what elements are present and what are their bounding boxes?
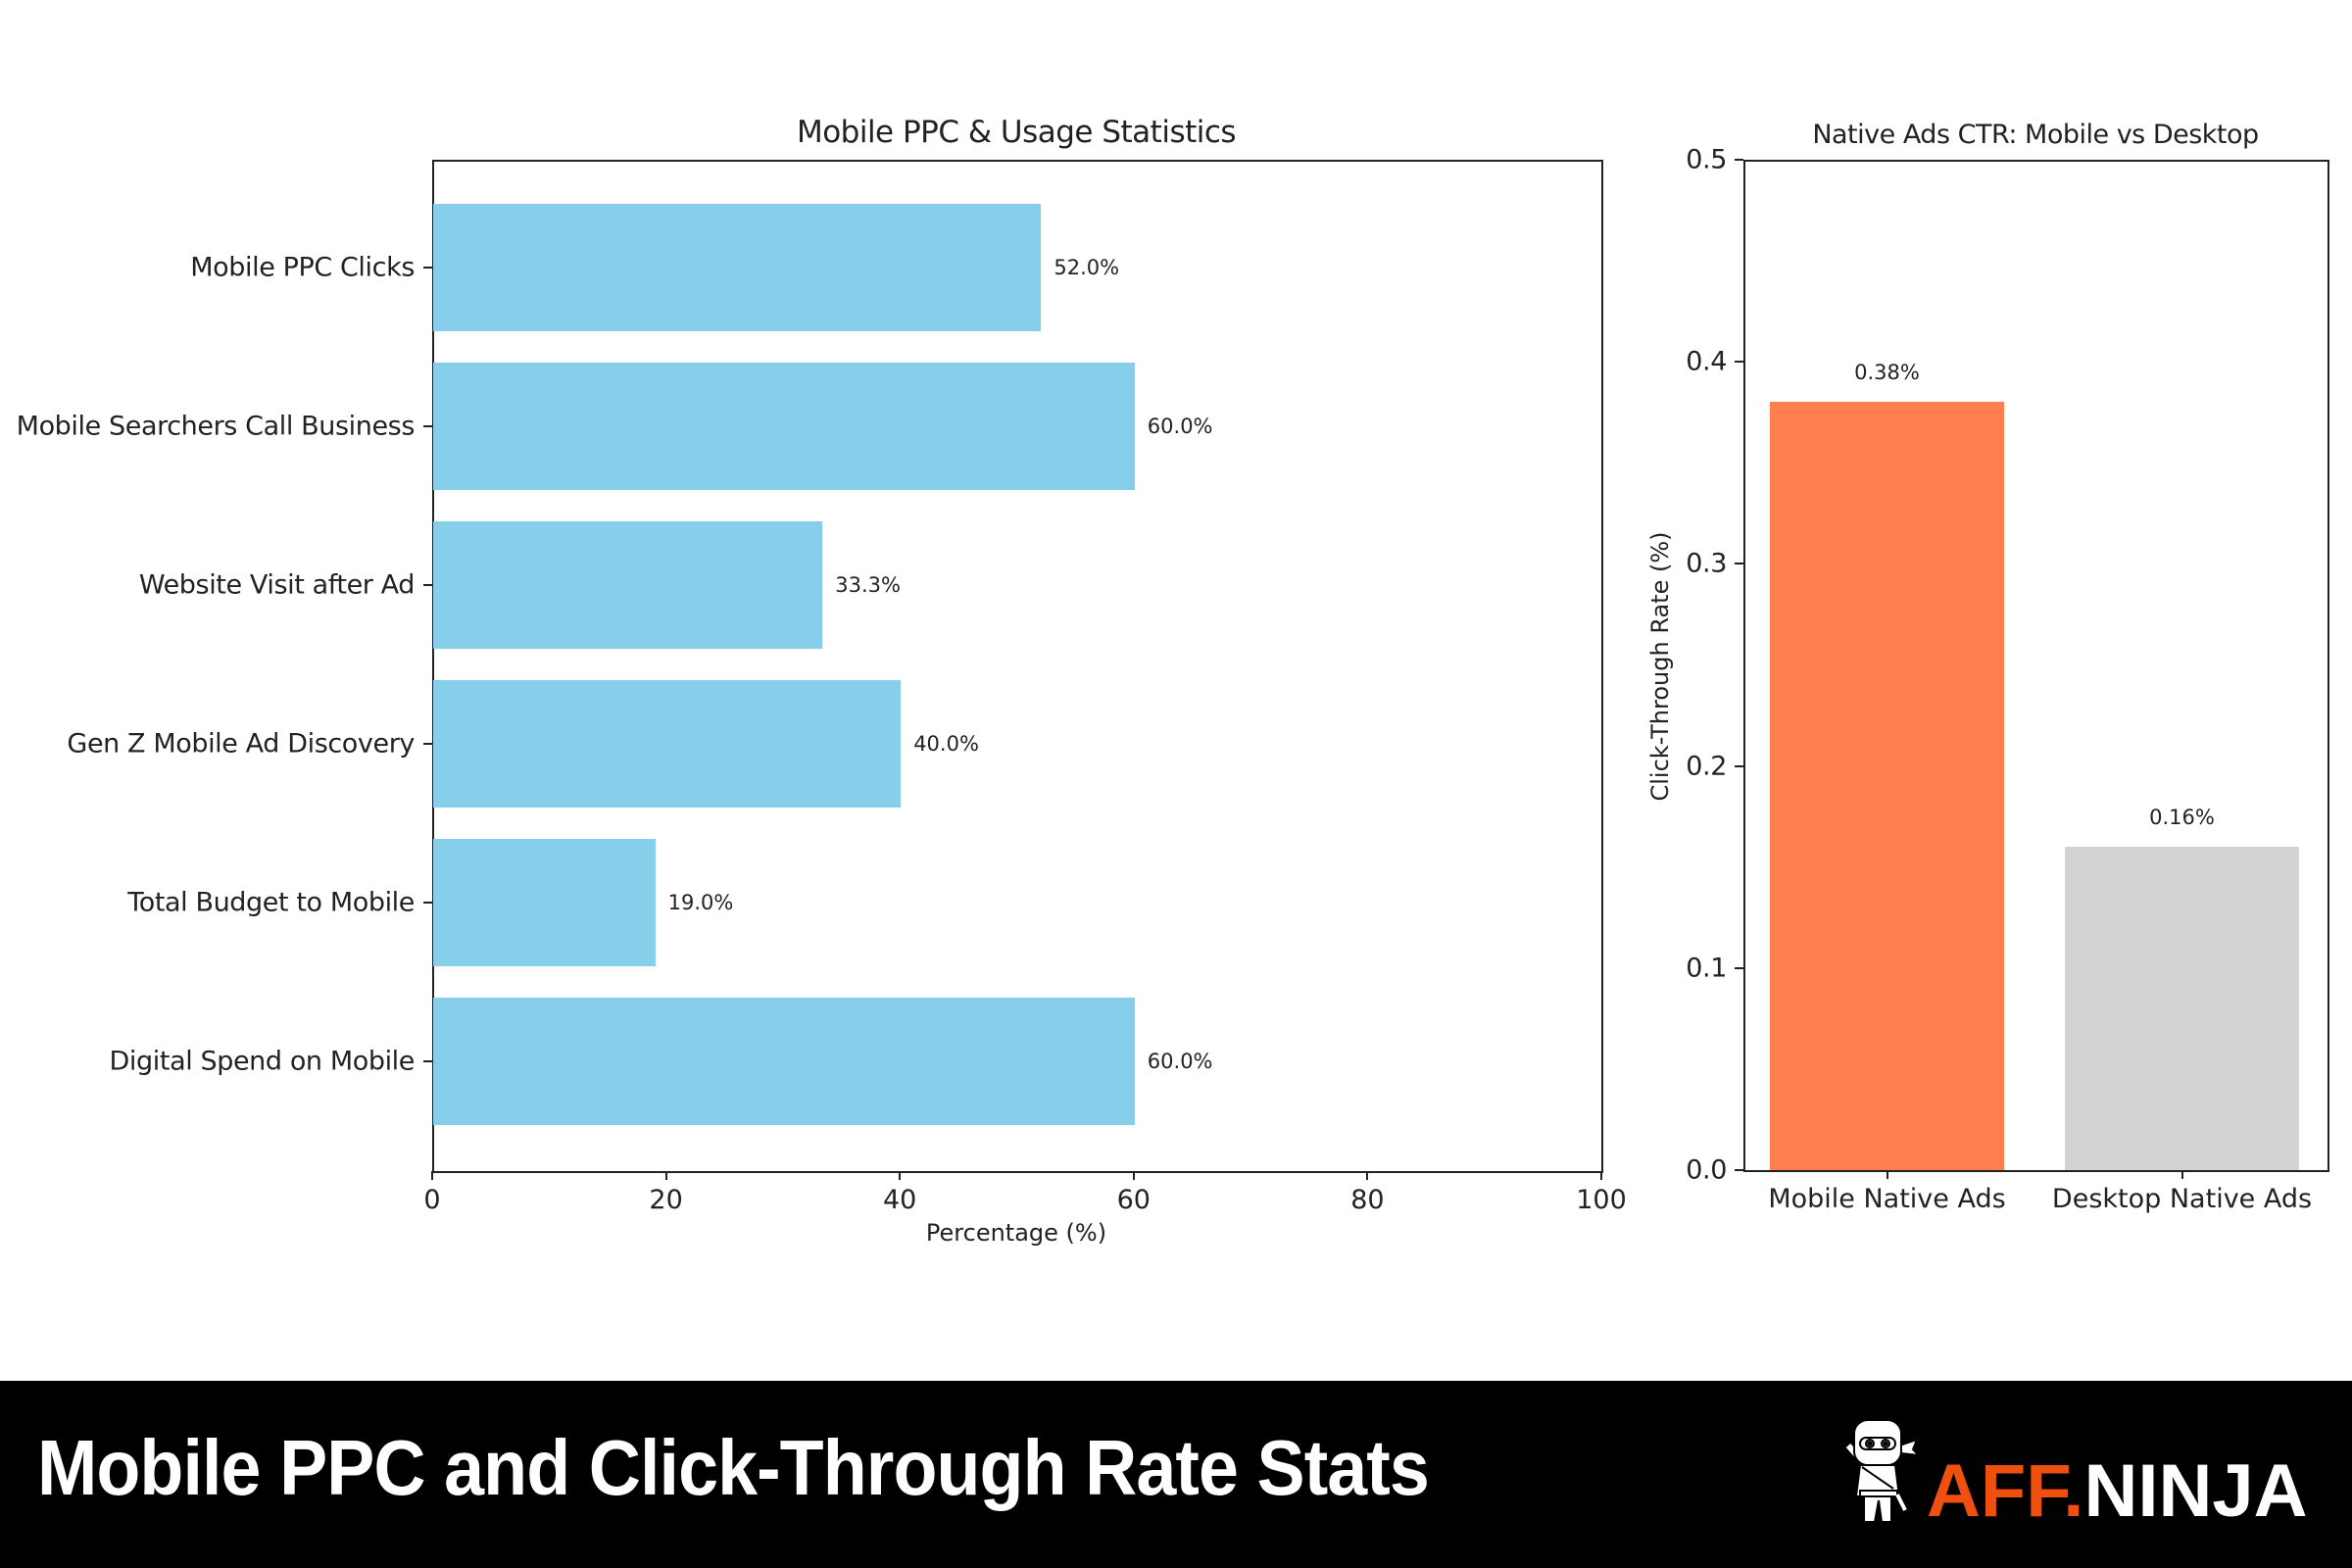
left-bar-value-label: 33.3% [835,573,901,597]
y-tick-label: 0.3 [1686,548,1727,579]
y-tick-mark [423,743,432,745]
brand-logo-aff: AFF. [1927,1449,2084,1533]
right-bar [1770,402,2004,1170]
x-tick-mark [431,1171,433,1180]
y-tick-label: Digital Spend on Mobile [109,1046,416,1077]
y-tick-mark [1735,1169,1743,1171]
x-tick-mark [899,1171,902,1180]
left-chart-title: Mobile PPC & Usage Statistics [796,115,1237,150]
x-tick-label: 100 [1576,1185,1627,1215]
right-bar-value-label: 0.16% [2149,806,2215,830]
y-tick-mark [1735,966,1743,969]
y-tick-mark [423,425,432,427]
x-tick-label: 0 [423,1185,441,1215]
y-tick-label: 0.0 [1686,1154,1727,1186]
y-tick-mark [423,902,432,904]
y-tick-mark [423,1060,432,1062]
left-bar [433,521,823,649]
left-bar [433,839,656,966]
x-tick-mark [1366,1171,1369,1180]
left-bar-value-label: 52.0% [1054,256,1120,279]
x-tick-mark [1600,1171,1602,1180]
x-tick-mark [664,1171,667,1180]
y-tick-mark [423,267,432,269]
x-tick-label: 60 [1116,1185,1151,1215]
y-tick-label: 0.2 [1686,751,1727,782]
y-tick-label: Mobile Searchers Call Business [16,411,416,442]
y-tick-mark [1735,361,1743,364]
left-bar [433,998,1135,1125]
left-bar [433,204,1042,331]
footer-banner [0,1381,2352,1568]
left-x-axis-label: Percentage (%) [925,1219,1107,1247]
left-bar-value-label: 19.0% [667,891,734,914]
right-bar-value-label: 0.38% [1854,361,1920,385]
brand-logo-ninja: NINJA [2083,1449,2308,1533]
right-chart-title: Native Ads CTR: Mobile vs Desktop [1812,120,2259,150]
y-tick-mark [1735,563,1743,565]
brand-logo: AFF.NINJA [1927,1448,2307,1534]
y-tick-label: Total Budget to Mobile [127,887,415,918]
y-tick-label: 0.4 [1686,346,1727,377]
x-tick-mark [1886,1170,1888,1179]
left-bar-value-label: 40.0% [913,732,979,756]
y-tick-label: 0.1 [1686,953,1727,984]
left-bar-value-label: 60.0% [1147,1050,1213,1073]
y-tick-label: Gen Z Mobile Ad Discovery [67,728,415,760]
footer-title: Mobile PPC and Click-Through Rate Stats [37,1424,1430,1511]
left-bar [433,363,1135,490]
x-tick-label: Mobile Native Ads [1768,1184,2006,1214]
left-bar-value-label: 60.0% [1147,415,1213,438]
x-tick-mark [2180,1170,2183,1179]
right-bar [2065,847,2299,1170]
y-tick-label: Website Visit after Ad [138,569,416,601]
x-tick-label: 20 [649,1185,683,1215]
y-tick-mark [1735,764,1743,767]
y-tick-label: 0.5 [1686,144,1727,175]
y-tick-mark [423,584,432,586]
left-bar [433,680,902,808]
y-tick-label: Mobile PPC Clicks [190,252,415,283]
y-tick-mark [1735,159,1743,161]
x-tick-label: Desktop Native Ads [2051,1184,2313,1214]
ninja-mascot-icon [1845,1419,1921,1523]
x-tick-mark [1132,1171,1135,1180]
right-y-axis-label: Click-Through Rate (%) [1646,531,1674,802]
x-tick-label: 80 [1350,1185,1385,1215]
x-tick-label: 40 [883,1185,917,1215]
